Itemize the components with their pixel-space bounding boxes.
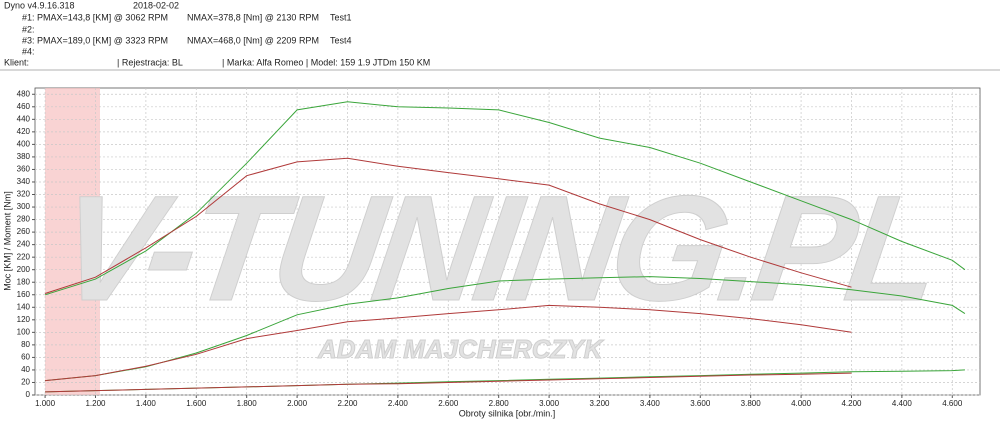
y-tick-label: 440 [17, 114, 31, 123]
watermark: V-TUNING.PL [48, 165, 951, 332]
x-tick-label: 4.200 [841, 399, 862, 408]
y-tick-label: 360 [17, 165, 31, 174]
y-tick-label: 20 [21, 378, 30, 387]
series-line [45, 276, 966, 382]
app-version: Dyno v4.9.16.318 [4, 0, 75, 10]
run-torque: NMAX=468,0 [Nm] @ 2209 RPM [187, 35, 319, 45]
x-tick-label: 1.800 [237, 399, 258, 408]
y-tick-label: 240 [17, 240, 31, 249]
y-axis-label: Moc [KM] / Moment [Nm] [2, 191, 12, 291]
series-line [45, 372, 852, 393]
x-tick-label: 2.600 [438, 399, 459, 408]
x-tick-label: 4.400 [892, 399, 913, 408]
x-tick-label: 1.400 [136, 399, 157, 408]
x-tick-label: 3.400 [640, 399, 661, 408]
x-tick-label: 2.800 [489, 399, 510, 408]
y-tick-label: 260 [17, 227, 31, 236]
y-tick-label: 140 [17, 302, 31, 311]
x-tick-label: 2.000 [287, 399, 308, 408]
x-tick-label: 3.000 [539, 399, 560, 408]
car-model: | Marka: Alfa Romeo | Model: 159 1.9 JTD… [222, 57, 430, 67]
y-tick-label: 320 [17, 190, 31, 199]
x-tick-label: 4.600 [942, 399, 963, 408]
y-tick-label: 40 [21, 365, 30, 374]
x-tick-label: 3.200 [589, 399, 610, 408]
x-tick-label: 2.200 [337, 399, 358, 408]
y-tick-label: 100 [17, 327, 31, 336]
run-empty: #4: [22, 46, 35, 56]
date: 2018-02-02 [133, 0, 179, 10]
run-empty: #2: [22, 24, 35, 34]
series-line [44, 157, 852, 294]
series-line [44, 101, 966, 296]
y-tick-label: 0 [26, 390, 31, 399]
y-tick-label: 280 [17, 215, 31, 224]
x-tick-label: 4.000 [791, 399, 812, 408]
run-name: Test4 [330, 35, 352, 45]
registration: | Rejestracja: BL [117, 57, 183, 67]
grid [32, 88, 980, 398]
x-tick-label: 3.800 [741, 399, 762, 408]
y-tick-label: 160 [17, 290, 31, 299]
y-tick-label: 220 [17, 252, 31, 261]
watermark-sub: ADAM MAJCHERCZYK [317, 334, 605, 364]
x-tick-label: 3.600 [690, 399, 711, 408]
run-power: #3: PMAX=189,0 [KM] @ 3323 RPM [22, 35, 168, 45]
logo-band [45, 88, 100, 395]
y-tick-label: 180 [17, 277, 31, 286]
y-tick-label: 80 [21, 340, 30, 349]
y-tick-label: 460 [17, 102, 31, 111]
y-tick-label: 300 [17, 202, 31, 211]
y-tick-label: 380 [17, 152, 31, 161]
x-axis-label: Obroty silnika [obr./min.] [459, 408, 556, 418]
x-tick-label: 2.400 [388, 399, 409, 408]
x-tick-label: 1.200 [85, 399, 106, 408]
lines [44, 101, 966, 393]
y-tick-label: 340 [17, 177, 31, 186]
y-tick-label: 200 [17, 265, 31, 274]
y-tick-label: 420 [17, 127, 31, 136]
run-name: Test1 [330, 12, 352, 22]
y-tick-label: 120 [17, 315, 31, 324]
run-torque: NMAX=378,8 [Nm] @ 2130 RPM [187, 12, 319, 22]
client-label: Klient: [4, 57, 29, 67]
run-power: #1: PMAX=143,8 [KM] @ 3062 RPM [22, 12, 168, 22]
y-tick-label: 480 [17, 89, 31, 98]
series-line [45, 304, 852, 382]
y-tick-label: 400 [17, 139, 31, 148]
x-tick-label: 1.600 [186, 399, 207, 408]
y-tick-label: 60 [21, 353, 30, 362]
x-tick-label: 1.000 [35, 399, 56, 408]
